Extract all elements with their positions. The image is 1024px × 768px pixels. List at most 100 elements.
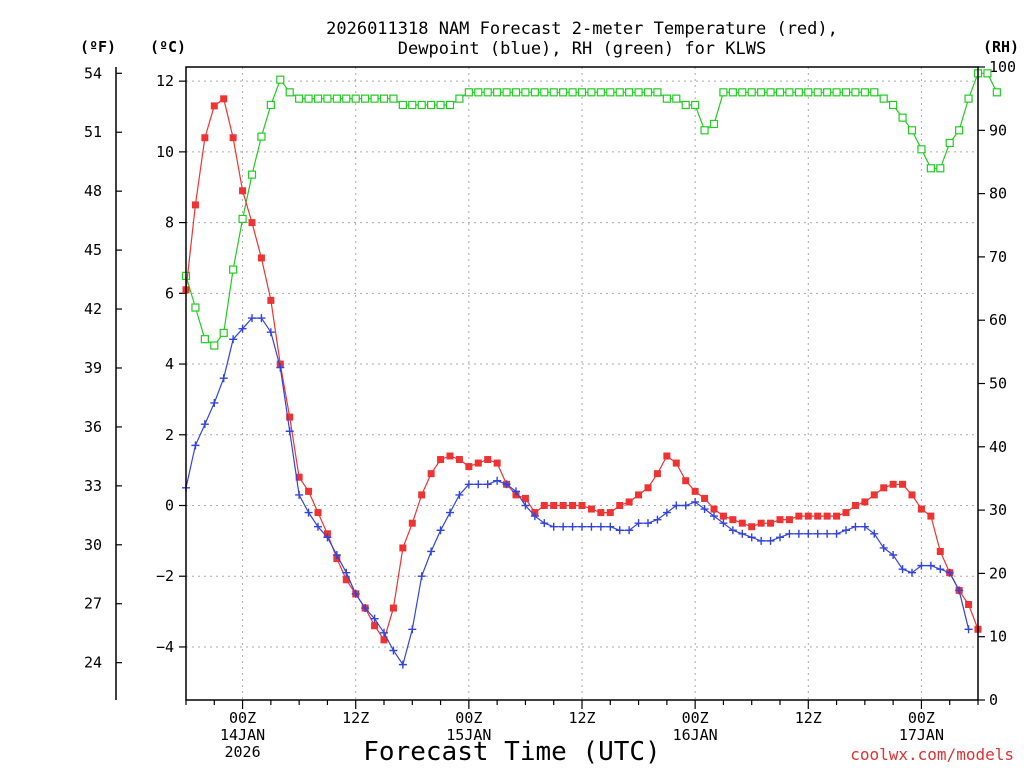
celsius-tick-label: 8 [165,214,174,232]
dewpoint-point [842,526,850,535]
temperature-point [833,512,841,520]
rh-point [643,88,653,97]
time-tick-label: 2026 [225,743,261,761]
time-tick-label: 16JAN [673,726,718,744]
temperature-point [220,95,228,103]
rh-point [813,88,822,97]
series-rh [181,69,1001,350]
time-tick-label: 12Z [342,709,369,727]
temperature-point [455,456,463,464]
rh-point [945,138,954,148]
dewpoint-point [606,522,615,531]
fahrenheit-unit-label: (ºF) [80,38,116,56]
temperature-point [851,502,859,510]
rh-point [238,214,247,224]
rh-point [568,88,577,97]
rh-point [332,94,341,103]
temperature-point [644,484,652,492]
rh-point [493,88,502,97]
temperature-point [663,452,671,460]
dewpoint-point [710,512,718,521]
fahrenheit-tick-label: 33 [84,477,102,495]
dewpoint-point [389,646,398,655]
rh-point [907,126,917,135]
temperature-point [521,494,529,502]
title: 2026011318 NAM Forecast 2-meter Temperat… [326,19,838,59]
rh-point [841,88,851,97]
celsius-tick-label: −4 [156,638,174,656]
dewpoint-point [398,660,407,669]
rh-point [634,88,643,97]
dewpoint-point [568,522,577,531]
dewpoint-point [304,508,313,517]
rh-point [700,126,709,135]
rh-point [596,88,605,97]
rh-point [766,88,775,97]
dewpoint-point [464,480,473,489]
temperature-point [729,516,737,524]
dewpoint-point [634,519,643,528]
temperature-point [380,636,388,644]
time-tick-label: 12Z [795,709,822,727]
fahrenheit-tick-label: 45 [84,241,102,259]
rh-point [709,119,719,129]
series-layer [181,69,1001,669]
dewpoint-point [738,529,747,538]
rh-point [455,94,464,103]
rh-point [983,69,992,78]
temperature-point [748,523,756,531]
dewpoint-point [776,533,784,542]
rh-point [681,100,690,110]
dewpoint-point [332,551,341,560]
rh-point [653,88,662,97]
dewpoint-point [521,501,530,510]
series-dewpoint [182,314,973,669]
temperature-point [201,134,209,142]
celsius-unit-label: (ºC) [150,38,186,56]
rh-point [757,88,766,97]
temperature-point [917,505,925,513]
dewpoint-point [483,480,492,489]
rh-point [464,88,473,97]
temperature-point [399,544,407,552]
rh-point [662,94,671,103]
dewpoint-point [436,526,445,535]
rh-point [889,100,898,110]
dewpoint-point [512,487,520,496]
dewpoint-point [200,420,209,429]
time-tick-label: 00Z [682,709,709,727]
temperature-point [418,491,426,499]
fahrenheit-tick-label: 51 [84,123,102,141]
dewpoint-point [248,314,256,323]
fahrenheit-tick-label: 42 [84,300,102,318]
dewpoint-point [926,561,935,570]
fahrenheit-tick-label: 39 [84,359,102,377]
rh-point [577,88,587,97]
dewpoint-point [832,529,841,538]
rh-point [210,341,219,350]
rh-point [530,88,539,97]
dewpoint-point [945,568,954,577]
time-tick-label: 15JAN [446,726,491,744]
dewpoint-point [323,533,332,542]
rh-tick-label: 60 [989,311,1007,329]
dewpoint-point [823,529,832,538]
temperature-point [776,516,784,524]
dewpoint-point [615,526,624,535]
temperature-point [229,134,237,142]
dewpoint-point [351,589,360,598]
temperature-point [710,505,718,513]
rh-point [276,75,285,84]
celsius-tick-label: 2 [165,426,174,444]
temperature-point [191,201,199,209]
dewpoint-point [285,427,294,436]
temperature-point [691,487,699,495]
dewpoint-point [719,519,728,528]
rh-point [823,88,832,97]
fahrenheit-tick-label: 24 [84,654,102,672]
dewpoint-point [691,497,700,506]
rh-point [445,100,455,110]
rh-point [559,88,568,97]
rh-point [427,100,436,110]
